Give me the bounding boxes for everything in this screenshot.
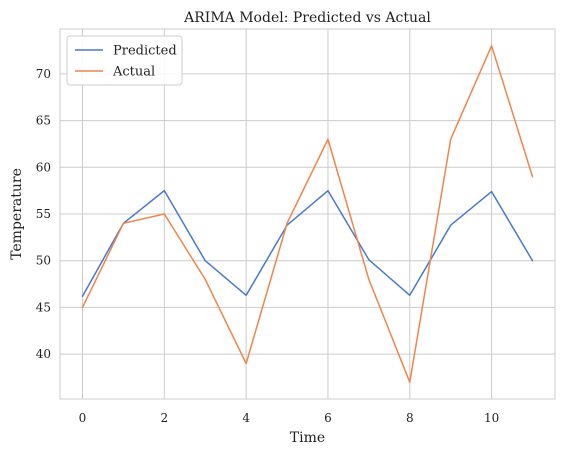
y-tick-label: 45 xyxy=(36,300,51,314)
x-axis-title: Time xyxy=(290,430,325,446)
y-tick-label: 40 xyxy=(36,347,51,361)
y-tick-label: 55 xyxy=(36,207,51,221)
legend: Predicted Actual xyxy=(67,36,182,85)
x-tick-label: 2 xyxy=(160,411,168,425)
chart-title: ARIMA Model: Predicted vs Actual xyxy=(183,10,431,26)
x-tick-label: 10 xyxy=(484,411,499,425)
x-tick-label: 4 xyxy=(242,411,250,425)
x-tick-label: 8 xyxy=(406,411,414,425)
legend-label-actual: Actual xyxy=(112,65,155,80)
y-tick-label: 70 xyxy=(36,67,51,81)
y-tick-label: 65 xyxy=(36,114,51,128)
y-axis-title: Temperature xyxy=(9,168,25,260)
y-tick-label: 60 xyxy=(36,160,51,174)
x-tick-label: 6 xyxy=(324,411,332,425)
legend-label-predicted: Predicted xyxy=(113,44,177,59)
x-tick-label: 0 xyxy=(79,411,87,425)
series-line-predicted xyxy=(83,191,533,297)
y-tick-label: 50 xyxy=(36,254,51,268)
